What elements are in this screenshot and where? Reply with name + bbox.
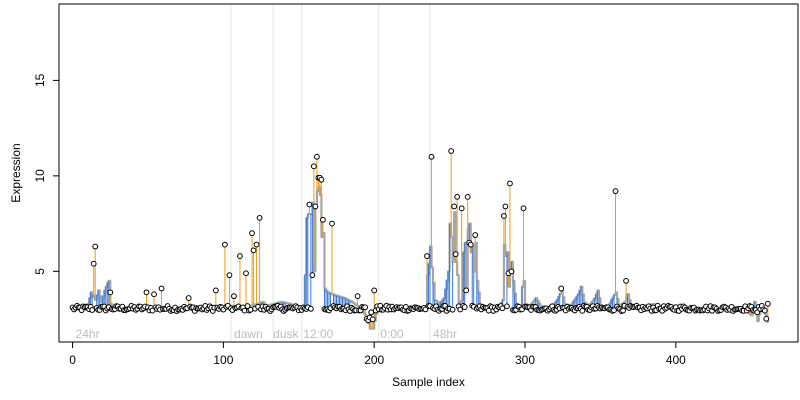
y-tick-label: 5	[33, 268, 47, 275]
region-label: 12:00	[303, 327, 333, 341]
y-axis: 5 10 15	[33, 73, 60, 275]
data-point	[212, 287, 219, 294]
data-point	[151, 291, 157, 298]
data-point	[461, 304, 468, 310]
data-point	[237, 253, 243, 259]
data-point	[329, 220, 335, 227]
data-point	[371, 287, 378, 294]
data-point	[464, 193, 471, 200]
y-tick-label: 15	[33, 73, 47, 87]
data-point	[463, 287, 470, 294]
data-point	[313, 153, 320, 160]
data-point	[424, 253, 430, 259]
data-point	[107, 289, 114, 296]
x-tick-label: 100	[213, 353, 233, 367]
x-tick-label: 200	[364, 353, 384, 367]
data-point	[89, 307, 96, 313]
x-axis-label: Sample index	[392, 375, 465, 389]
data-point	[579, 307, 586, 314]
data-point	[449, 306, 456, 313]
data-point	[504, 303, 510, 310]
region-boundaries	[230, 4, 431, 342]
region-labels: 24hr dawn dusk 12:00 0:00 48hr	[76, 327, 457, 341]
data-point	[623, 277, 629, 284]
region-label: dusk	[273, 327, 299, 341]
data-point	[501, 213, 507, 219]
data-point	[243, 270, 249, 277]
data-point	[307, 305, 314, 312]
data-point	[318, 176, 325, 183]
region-label: 48hr	[433, 327, 457, 341]
y-axis-label: Expression	[9, 143, 23, 202]
data-point	[452, 251, 459, 258]
data-point	[612, 188, 619, 195]
data-point	[448, 148, 455, 154]
data-point	[454, 193, 461, 200]
y-tick-label: 10	[33, 169, 47, 183]
data-point	[92, 243, 99, 250]
data-point	[312, 203, 319, 210]
data-point	[428, 153, 435, 160]
region-label: dawn	[234, 327, 263, 341]
data-point	[226, 272, 233, 279]
data-point	[306, 201, 313, 208]
data-point	[764, 300, 771, 307]
data-point	[502, 203, 509, 210]
data-point	[231, 293, 237, 300]
data-point	[320, 216, 326, 223]
data-point	[185, 295, 192, 301]
x-tick-label: 0	[69, 353, 76, 367]
data-point	[467, 241, 474, 248]
data-point	[458, 205, 465, 212]
data-points	[69, 148, 771, 324]
x-axis: 0 100 200 300 400	[69, 341, 686, 367]
data-point	[354, 293, 361, 300]
data-point	[362, 304, 369, 311]
x-tick-label: 400	[666, 353, 686, 367]
data-point	[256, 214, 263, 221]
data-point	[250, 247, 257, 254]
data-point	[451, 203, 458, 210]
data-point	[558, 285, 565, 292]
data-point	[520, 205, 527, 212]
data-point	[310, 163, 317, 170]
region-label: 24hr	[76, 327, 100, 341]
data-point	[472, 232, 479, 238]
data-point	[221, 241, 228, 248]
data-point	[620, 307, 626, 314]
data-point	[143, 289, 150, 296]
data-point	[369, 316, 376, 323]
data-point	[457, 306, 464, 313]
x-tick-label: 300	[515, 353, 535, 367]
data-point	[158, 285, 165, 292]
data-point	[507, 180, 513, 187]
data-point	[309, 272, 316, 279]
data-point	[90, 260, 97, 267]
data-point	[249, 230, 255, 237]
data-point	[763, 315, 770, 322]
region-label: 0:00	[380, 327, 404, 341]
data-point	[499, 305, 506, 312]
data-point	[761, 307, 768, 314]
data-point	[508, 268, 515, 275]
data-point	[253, 241, 260, 248]
